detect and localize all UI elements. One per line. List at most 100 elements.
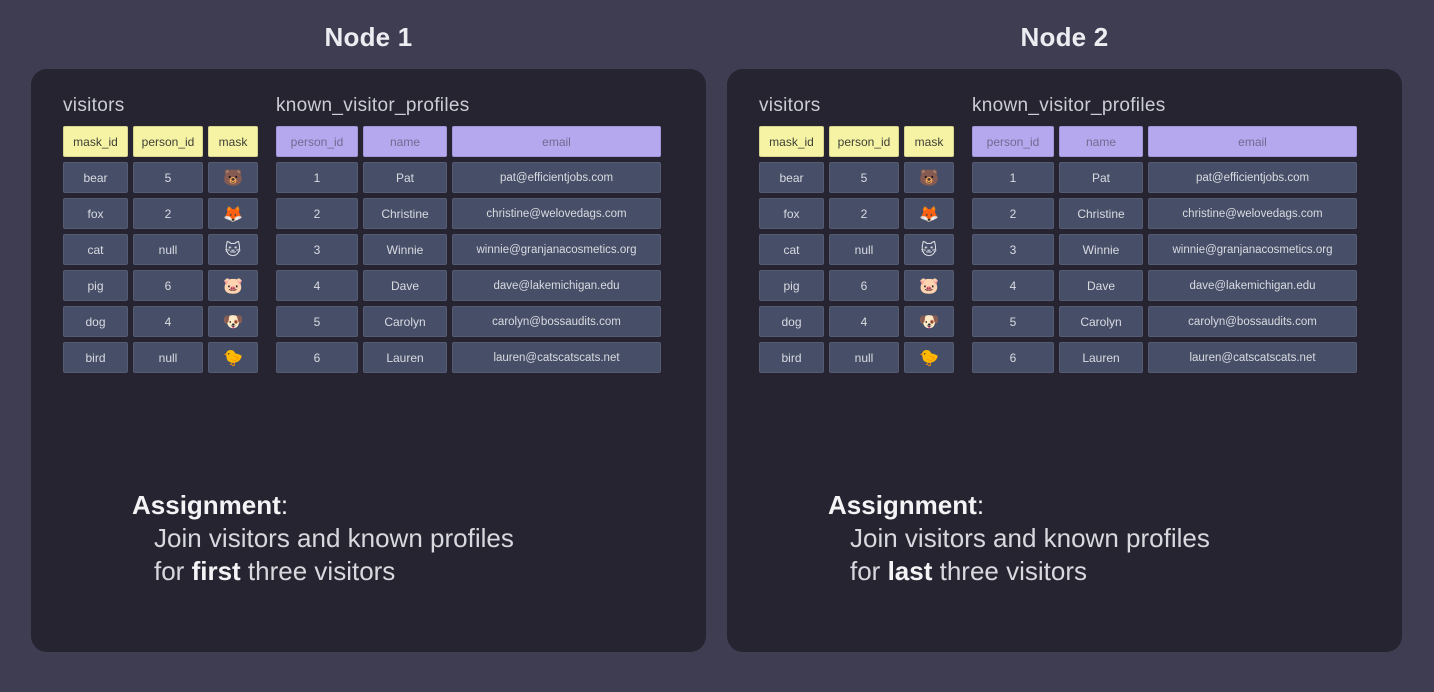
table-cell: pig	[759, 270, 824, 301]
dog-face-icon: 🐶	[904, 306, 954, 337]
table-cell: Dave	[1059, 270, 1143, 301]
table-cell: 2	[276, 198, 358, 229]
table-row: 2 Christine christine@welovedags.com	[276, 198, 661, 229]
assignment-line-2: for last three visitors	[850, 556, 1087, 586]
table-cell: winnie@granjanacosmetics.org	[452, 234, 661, 265]
column-header: person_id	[276, 126, 358, 157]
visitors-table-block: visitors mask_id person_id mask bear 5 🐻 fox 2 🦊…	[63, 95, 258, 373]
table-row: 1 Pat pat@efficientjobs.com	[972, 162, 1357, 193]
table-cell: dog	[759, 306, 824, 337]
table-cell: 2	[972, 198, 1054, 229]
node-2-panel: visitors mask_id person_id mask bear 5 🐻 fox 2 🦊…	[727, 69, 1402, 652]
assignment-text: Assignment: Join visitors and known prof…	[828, 489, 1210, 588]
assignment-emphasis: first	[191, 556, 241, 586]
bear-face-icon: 🐻	[904, 162, 954, 193]
table-cell: carolyn@bossaudits.com	[452, 306, 661, 337]
table-row: dog 4 🐶	[63, 306, 258, 337]
fox-face-icon: 🦊	[904, 198, 954, 229]
table-row: dog 4 🐶	[759, 306, 954, 337]
table-cell: bear	[63, 162, 128, 193]
table-row: fox 2 🦊	[759, 198, 954, 229]
header-row: person_id name email	[972, 126, 1357, 157]
node-2-title: Node 2	[1020, 22, 1109, 52]
visitors-table: mask_id person_id mask bear 5 🐻 fox 2 🦊 cat null 🐱 p…	[759, 126, 954, 373]
table-cell: 3	[972, 234, 1054, 265]
assignment-line-2: for first three visitors	[154, 556, 396, 586]
table-cell: 4	[133, 306, 203, 337]
known-visitor-profiles-table-block: known_visitor_profiles person_id name emai…	[972, 95, 1357, 373]
node-1-panel: visitors mask_id person_id mask bear 5 🐻 fox 2 🦊…	[31, 69, 706, 652]
baby-chick-icon: 🐤	[208, 342, 258, 373]
assignment-line-1: Join visitors and known profiles	[154, 523, 514, 553]
table-cell: carolyn@bossaudits.com	[1148, 306, 1357, 337]
column-header: person_id	[133, 126, 203, 157]
cat-face-icon: 🐱	[208, 234, 258, 265]
assignment-line-1: Join visitors and known profiles	[850, 523, 1210, 553]
table-cell: lauren@catscatscats.net	[1148, 342, 1357, 373]
table-cell: 6	[276, 342, 358, 373]
table-cell: 2	[133, 198, 203, 229]
table-cell: 3	[276, 234, 358, 265]
table-cell: Lauren	[363, 342, 447, 373]
table-cell: Lauren	[1059, 342, 1143, 373]
table-cell: cat	[759, 234, 824, 265]
table-cell: Christine	[1059, 198, 1143, 229]
visitors-table-title: visitors	[63, 95, 125, 116]
column-header: name	[1059, 126, 1143, 157]
table-cell: null	[133, 342, 203, 373]
table-cell: pat@efficientjobs.com	[452, 162, 661, 193]
column-header: mask	[208, 126, 258, 157]
table-cell: dave@lakemichigan.edu	[1148, 270, 1357, 301]
assignment-label: Assignment	[132, 490, 281, 520]
visitors-table-title: visitors	[759, 95, 821, 116]
column-header: mask_id	[63, 126, 128, 157]
table-row: 1 Pat pat@efficientjobs.com	[276, 162, 661, 193]
known-visitor-profiles-table-title: known_visitor_profiles	[972, 95, 1166, 116]
table-row: 6 Lauren lauren@catscatscats.net	[972, 342, 1357, 373]
header-row: person_id name email	[276, 126, 661, 157]
visitors-table: mask_id person_id mask bear 5 🐻 fox 2 🦊 cat null 🐱 p…	[63, 126, 258, 373]
assignment-text: Assignment: Join visitors and known prof…	[132, 489, 514, 588]
table-row: bear 5 🐻	[759, 162, 954, 193]
table-row: 4 Dave dave@lakemichigan.edu	[972, 270, 1357, 301]
table-cell: Christine	[363, 198, 447, 229]
table-cell: dog	[63, 306, 128, 337]
pig-face-icon: 🐷	[208, 270, 258, 301]
table-cell: bird	[759, 342, 824, 373]
column-header: person_id	[829, 126, 899, 157]
header-row: mask_id person_id mask	[63, 126, 258, 157]
table-cell: 2	[829, 198, 899, 229]
known-visitor-profiles-table-title: known_visitor_profiles	[276, 95, 470, 116]
table-cell: 6	[133, 270, 203, 301]
table-row: bird null 🐤	[759, 342, 954, 373]
column-header: email	[452, 126, 661, 157]
table-cell: Dave	[363, 270, 447, 301]
table-row: pig 6 🐷	[759, 270, 954, 301]
table-row: 3 Winnie winnie@granjanacosmetics.org	[972, 234, 1357, 265]
header-row: mask_id person_id mask	[759, 126, 954, 157]
fox-face-icon: 🦊	[208, 198, 258, 229]
table-row: 3 Winnie winnie@granjanacosmetics.org	[276, 234, 661, 265]
assignment-heading: Assignment:	[828, 490, 985, 520]
table-cell: 6	[972, 342, 1054, 373]
table-cell: christine@welovedags.com	[452, 198, 661, 229]
table-row: 5 Carolyn carolyn@bossaudits.com	[276, 306, 661, 337]
assignment-heading: Assignment:	[132, 490, 289, 520]
table-cell: bird	[63, 342, 128, 373]
table-row: cat null 🐱	[759, 234, 954, 265]
table-cell: 1	[276, 162, 358, 193]
table-row: pig 6 🐷	[63, 270, 258, 301]
cat-face-icon: 🐱	[904, 234, 954, 265]
node-1-title: Node 1	[324, 22, 413, 52]
table-cell: 5	[972, 306, 1054, 337]
table-row: fox 2 🦊	[63, 198, 258, 229]
table-cell: fox	[759, 198, 824, 229]
column-header: email	[1148, 126, 1357, 157]
table-cell: Winnie	[1059, 234, 1143, 265]
table-cell: 5	[133, 162, 203, 193]
assignment-emphasis: last	[887, 556, 933, 586]
table-row: 5 Carolyn carolyn@bossaudits.com	[972, 306, 1357, 337]
table-cell: fox	[63, 198, 128, 229]
pig-face-icon: 🐷	[904, 270, 954, 301]
column-header: person_id	[972, 126, 1054, 157]
